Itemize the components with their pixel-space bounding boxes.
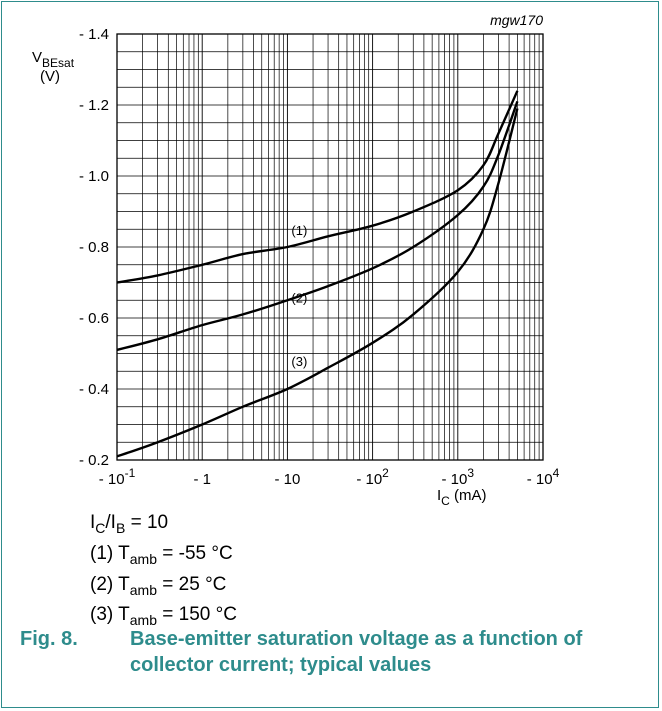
condition-1-label: (1) T	[90, 542, 130, 564]
curve-label-1: (1)	[291, 223, 307, 238]
condition-1: (1) Tamb = -55 °C	[90, 541, 237, 572]
x-tick-label: - 104	[527, 466, 560, 488]
y-tick-label: - 1.2	[79, 97, 109, 114]
condition-2: (2) Tamb = 25 °C	[90, 572, 237, 603]
condition-3-sub: amb	[129, 612, 157, 629]
caption-text: Base-emitter saturation voltage as a fun…	[130, 628, 583, 676]
y-tick-label: - 0.2	[79, 452, 109, 469]
condition-2-sub: amb	[129, 581, 157, 598]
caption-number: Fig. 8.	[20, 628, 78, 650]
y-axis-symbol: V	[32, 49, 42, 66]
x-axis-label: IC (mA)	[437, 487, 487, 508]
conditions: IC/IB = 10 (1) Tamb = -55 °C (2) Tamb = …	[90, 510, 237, 633]
ratio-rest: = 10	[125, 512, 169, 533]
y-ticks: - 1.4 - 1.2 - 1.0 - 0.8 - 0.6 - 0.4 - 0.2	[79, 26, 109, 469]
ratio-b-sub: B	[115, 519, 126, 536]
x-tick-label: - 10	[274, 471, 300, 488]
x-tick-label: - 102	[356, 466, 389, 488]
y-tick-label: - 0.8	[79, 239, 109, 256]
condition-2-label: (2) T	[90, 573, 130, 595]
y-tick-label: - 0.6	[79, 310, 109, 327]
x-tick-label: - 1	[193, 471, 211, 488]
curve-2	[116, 100, 519, 352]
grid	[116, 33, 543, 461]
y-axis-unit: (V)	[40, 68, 60, 85]
y-axis-subscript: BEsat	[42, 56, 75, 70]
x-tick-label: - 103	[442, 466, 475, 488]
ratio-sep: /I	[105, 512, 116, 533]
ratio-a-sub: C	[95, 519, 106, 536]
x-axis-unit-text: (mA)	[454, 487, 487, 504]
ratio-line: IC/IB = 10	[90, 510, 237, 541]
curve-label-3: (3)	[291, 354, 307, 369]
figure-code: mgw170	[490, 12, 543, 28]
y-tick-label: - 1.0	[79, 168, 109, 185]
plot-border	[116, 33, 544, 461]
x-axis-subscript: C	[441, 494, 450, 508]
curve-labels: (1) (2) (3)	[291, 223, 307, 369]
curve-label-2: (2)	[291, 290, 307, 305]
chart: - 1.4 - 1.2 - 1.0 - 0.8 - 0.6 - 0.4 - 0.2 - 10…	[32, 12, 560, 508]
x-ticks: - 10-1 - 1 - 10 - 102 - 103 - 104	[99, 466, 560, 488]
ratio-a: I	[90, 512, 96, 533]
condition-1-sub: amb	[129, 550, 157, 567]
condition-3: (3) Tamb = 150 °C	[90, 602, 237, 633]
x-axis-symbol: I	[437, 487, 441, 504]
y-tick-label: - 0.4	[79, 381, 109, 398]
curve-3	[116, 108, 519, 458]
curves	[116, 90, 519, 458]
x-tick-label: - 10-1	[99, 466, 136, 488]
condition-3-label: (3) T	[90, 604, 130, 626]
curve-1	[116, 90, 519, 284]
y-axis-label: VBEsat	[32, 49, 75, 70]
condition-3-value: = 150 °C	[157, 604, 237, 626]
condition-1-value: = -55 °C	[157, 542, 233, 564]
y-tick-label: - 1.4	[79, 26, 109, 43]
condition-2-value: = 25 °C	[157, 573, 227, 595]
